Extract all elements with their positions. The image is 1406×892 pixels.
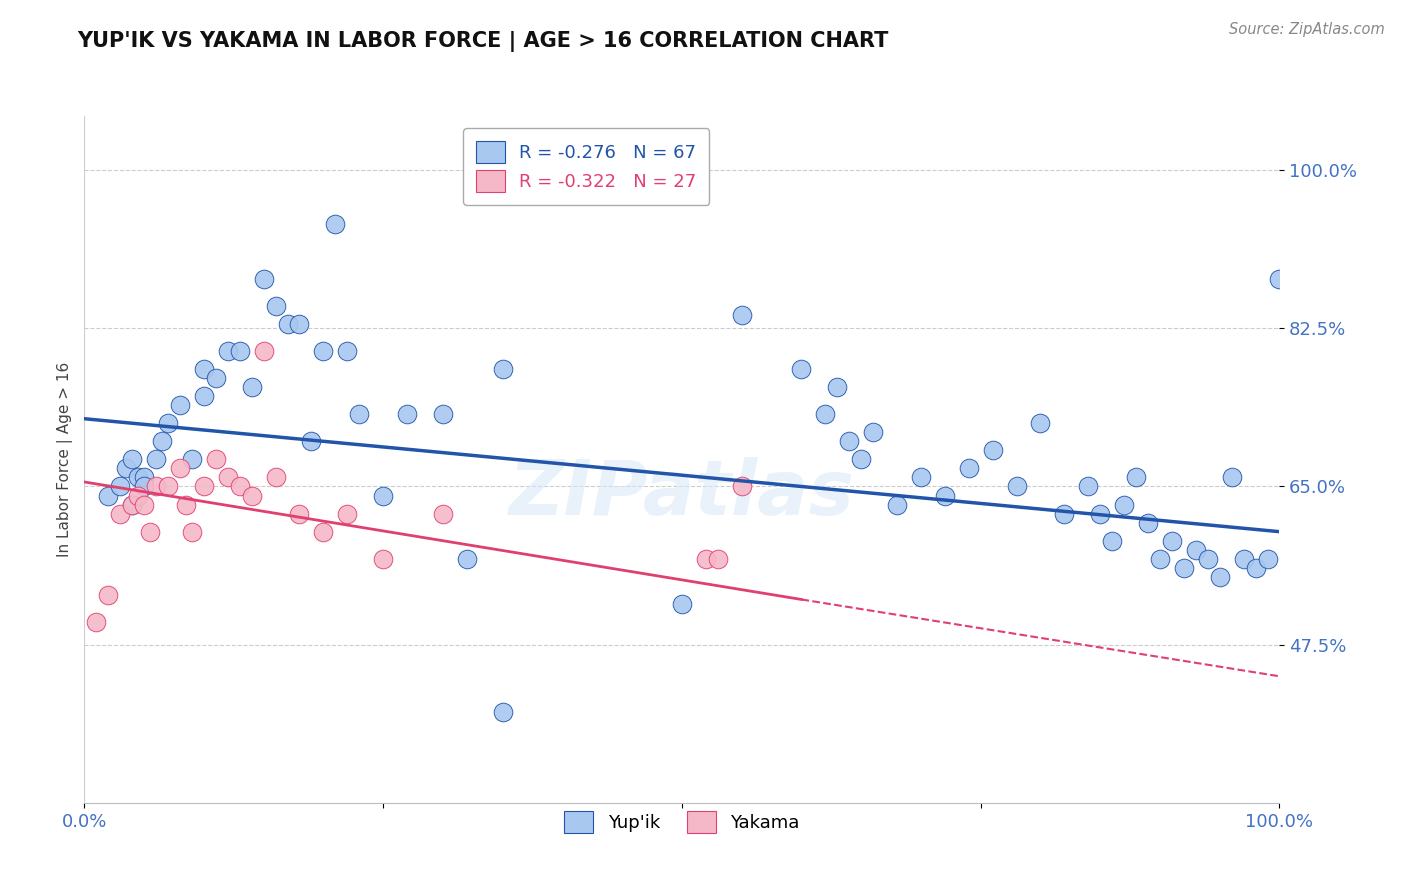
Point [731, 479, 754, 493]
Point [1125, 470, 1147, 484]
Point [217, 470, 239, 484]
Point [288, 317, 311, 331]
Point [132, 498, 156, 512]
Point [1173, 561, 1195, 575]
Point [1268, 271, 1291, 285]
Point [1185, 542, 1208, 557]
Point [1244, 561, 1267, 575]
Point [145, 452, 167, 467]
Point [86, 615, 108, 629]
Point [174, 498, 197, 512]
Point [97, 489, 120, 503]
Legend: Yup'ik, Yakama: Yup'ik, Yakama [551, 798, 813, 846]
Point [827, 380, 849, 394]
Point [110, 479, 132, 493]
Point [790, 362, 813, 376]
Point [264, 299, 287, 313]
Point [264, 470, 287, 484]
Point [1077, 479, 1099, 493]
Point [1101, 533, 1123, 548]
Point [814, 407, 837, 421]
Point [312, 343, 335, 358]
Point [1149, 551, 1171, 566]
Point [1197, 551, 1219, 566]
Text: ZIPatlas: ZIPatlas [509, 457, 855, 531]
Point [325, 218, 347, 232]
Point [217, 343, 239, 358]
Point [981, 443, 1004, 458]
Point [169, 398, 191, 412]
Point [132, 470, 156, 484]
Point [1233, 551, 1256, 566]
Point [349, 407, 371, 421]
Point [121, 498, 143, 512]
Point [707, 551, 730, 566]
Point [1209, 570, 1232, 584]
Point [456, 551, 478, 566]
Point [193, 479, 215, 493]
Point [288, 507, 311, 521]
Point [253, 271, 276, 285]
Point [1257, 551, 1279, 566]
Point [181, 452, 204, 467]
Point [731, 308, 754, 322]
Point [851, 452, 873, 467]
Point [492, 706, 515, 720]
Point [1029, 416, 1052, 430]
Point [115, 461, 138, 475]
Point [862, 425, 884, 440]
Point [312, 524, 335, 539]
Point [145, 479, 167, 493]
Point [671, 597, 693, 611]
Point [193, 362, 215, 376]
Point [132, 479, 156, 493]
Point [396, 407, 419, 421]
Point [1220, 470, 1243, 484]
Point [432, 507, 454, 521]
Point [336, 507, 359, 521]
Point [910, 470, 932, 484]
Point [169, 461, 191, 475]
Point [205, 371, 228, 385]
Point [695, 551, 717, 566]
Point [1090, 507, 1112, 521]
Point [181, 524, 204, 539]
Point [1137, 516, 1160, 530]
Point [957, 461, 980, 475]
Point [110, 507, 132, 521]
Point [229, 343, 252, 358]
Point [139, 524, 162, 539]
Point [373, 489, 395, 503]
Point [193, 389, 215, 403]
Point [277, 317, 299, 331]
Point [121, 498, 143, 512]
Text: Source: ZipAtlas.com: Source: ZipAtlas.com [1229, 22, 1385, 37]
Point [205, 452, 228, 467]
Point [97, 588, 120, 602]
Point [432, 407, 454, 421]
Point [373, 551, 395, 566]
Point [121, 452, 143, 467]
Point [838, 434, 860, 449]
Point [1005, 479, 1028, 493]
Point [240, 489, 263, 503]
Point [127, 470, 149, 484]
Point [1114, 498, 1136, 512]
Point [1161, 533, 1184, 548]
Point [150, 434, 173, 449]
Point [336, 343, 359, 358]
Point [157, 479, 180, 493]
Point [886, 498, 908, 512]
Point [1053, 507, 1076, 521]
Point [492, 362, 515, 376]
Text: YUP'IK VS YAKAMA IN LABOR FORCE | AGE > 16 CORRELATION CHART: YUP'IK VS YAKAMA IN LABOR FORCE | AGE > … [77, 31, 889, 53]
Point [229, 479, 252, 493]
Point [301, 434, 323, 449]
Point [127, 489, 149, 503]
Y-axis label: In Labor Force | Age > 16: In Labor Force | Age > 16 [58, 362, 73, 557]
Point [240, 380, 263, 394]
Point [253, 343, 276, 358]
Point [934, 489, 956, 503]
Point [157, 416, 180, 430]
